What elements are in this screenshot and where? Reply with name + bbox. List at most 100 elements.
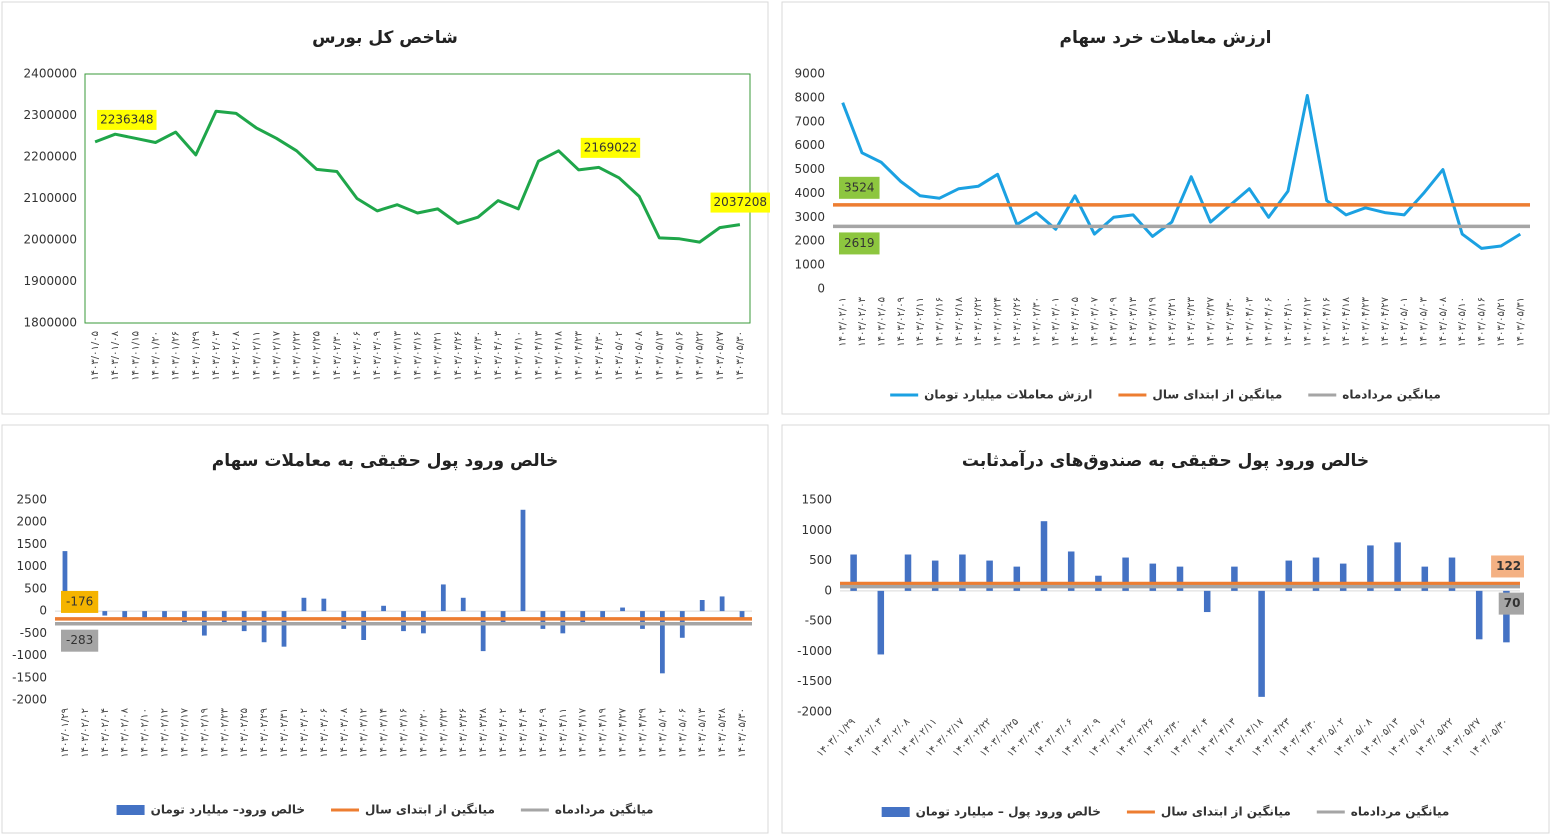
bar	[620, 607, 625, 612]
bar	[1421, 566, 1429, 591]
bar	[1149, 563, 1157, 591]
x-tick-label: ۱۴۰۳/۰۳/۲۶	[458, 708, 469, 758]
x-tick-label: ۱۴۰۳/۰۲/۱۱	[915, 297, 926, 347]
x-tick-label: ۱۴۰۳/۰۱/۲۶	[171, 331, 182, 381]
x-tick-label: ۱۴۰۳/۰۵/۲۲	[695, 331, 706, 381]
y-tick-label: 4000	[794, 186, 825, 200]
legend-label: میانگین مردادماه	[555, 803, 654, 817]
bar	[62, 551, 68, 612]
reference-label-box	[61, 590, 99, 613]
x-tick-label: ۱۴۰۳/۰۳/۰۷	[1089, 296, 1100, 346]
x-tick-label: ۱۴۰۳/۰۴/۰۶	[1264, 297, 1275, 347]
x-tick-label: ۱۴۰۳/۰۳/۰۶	[319, 708, 330, 758]
bar	[699, 600, 705, 612]
y-tick-label: -2000	[12, 693, 47, 707]
chart-title: شاخص کل بورس	[312, 28, 458, 48]
x-tick-label: ۱۴۰۳/۰۳/۲۳	[1186, 296, 1197, 346]
bar	[381, 605, 386, 612]
bar	[1067, 551, 1075, 591]
y-tick-label: 1500	[801, 493, 832, 507]
y-tick-label: 0	[824, 583, 832, 597]
x-tick-label: ۱۴۰۳/۰۴/۲۳	[1360, 296, 1371, 346]
bar	[600, 611, 606, 620]
y-tick-label: 0	[817, 282, 825, 296]
reference-label: 122	[1496, 559, 1521, 573]
y-tick-label: -1000	[797, 644, 832, 658]
x-tick-label: ۱۴۰۳/۰۵/۰۲	[657, 708, 668, 758]
x-tick-label: ۱۴۰۳/۰۴/۲۹	[637, 708, 648, 758]
reference-label-box	[1491, 555, 1524, 578]
y-tick-label: 8000	[794, 90, 825, 104]
x-tick-label: ۱۴۰۳/۰۴/۰۹	[538, 708, 549, 758]
x-tick-label: ۱۴۰۳/۰۳/۱۶	[399, 708, 410, 758]
bar	[931, 560, 939, 591]
bar	[1394, 542, 1401, 591]
x-tick-label: ۱۴۰۳/۰۱/۰۵	[90, 331, 101, 381]
bar	[500, 611, 506, 623]
x-tick-label: ۱۴۰۳/۰۳/۲۰	[418, 708, 429, 758]
y-tick-label: 1900000	[24, 274, 77, 288]
y-tick-label: -1500	[12, 670, 47, 684]
x-tick-label: ۱۴۰۳/۰۳/۲۸	[478, 707, 489, 757]
x-tick-label: ۱۴۰۳/۰۲/۱۸	[954, 296, 965, 346]
bar	[122, 611, 128, 618]
x-tick-label: ۱۴۰۳/۰۵/۳۰	[735, 331, 746, 381]
x-tick-label: ۱۴۰۳/۰۳/۳۰	[1225, 297, 1236, 347]
x-tick-label: ۱۴۰۳/۰۲/۲۳	[219, 707, 230, 757]
y-tick-label: 1000	[794, 258, 825, 272]
y-tick-label: 500	[809, 553, 832, 567]
reference-label: -176	[66, 594, 93, 608]
bar	[904, 554, 912, 591]
reference-label-box	[839, 176, 880, 199]
bar	[1013, 566, 1021, 591]
bar	[739, 611, 745, 620]
bar	[301, 597, 307, 612]
x-tick-label: ۱۴۰۳/۰۵/۳۰	[737, 708, 748, 758]
reference-label-box	[61, 629, 99, 652]
bar	[659, 611, 665, 674]
x-tick-label: ۱۴۰۳/۰۳/۳۰	[473, 331, 484, 381]
data-label: 2037208	[714, 195, 767, 209]
y-tick-label: 5000	[794, 162, 825, 176]
x-tick-label: ۱۴۰۳/۰۳/۲۷	[1206, 296, 1217, 346]
bar	[1312, 557, 1320, 591]
x-tick-label: ۱۴۰۳/۰۴/۱۸	[554, 330, 565, 380]
x-tick-label: ۱۴۰۳/۰۳/۰۲	[299, 708, 310, 758]
x-tick-label: ۱۴۰۳/۰۲/۲۶	[1012, 297, 1023, 347]
x-tick-label: ۱۴۰۳/۰۴/۲۳	[574, 330, 585, 380]
x-tick-label: ۱۴۰۳/۰۵/۳۱	[1515, 297, 1526, 347]
bar	[850, 554, 857, 591]
legend-swatch	[116, 805, 145, 815]
y-tick-label: 6000	[794, 138, 825, 152]
data-label-box	[97, 109, 157, 130]
x-tick-label: ۱۴۰۳/۰۴/۱۰	[1283, 297, 1294, 347]
y-tick-label: 3000	[794, 210, 825, 224]
x-tick-label: ۱۴۰۳/۰۵/۲۸	[717, 707, 728, 757]
x-tick-label: ۱۴۰۳/۰۲/۰۵	[876, 297, 887, 347]
bar	[1339, 563, 1347, 591]
legend-label: ارزش معاملات میلیارد تومان	[924, 388, 1092, 403]
bar	[401, 611, 406, 632]
y-tick-label: 2000	[794, 234, 825, 248]
x-tick-label: ۱۴۰۳/۰۱/۱۵	[130, 331, 141, 381]
x-tick-label: ۱۴۰۳/۰۴/۲۷	[618, 707, 629, 757]
data-label-box	[580, 137, 641, 158]
x-tick-label: ۱۴۰۳/۰۳/۰۱	[1051, 297, 1062, 347]
reference-label: 70	[1504, 596, 1521, 610]
x-tick-label: ۱۴۰۳/۰۴/۰۲	[498, 708, 509, 758]
x-tick-label: ۱۴۰۳/۰۳/۰۸	[339, 707, 350, 757]
x-tick-label: ۱۴۰۳/۰۲/۰۴	[100, 708, 111, 758]
y-tick-label: -1000	[12, 648, 47, 662]
x-tick-label: ۱۴۰۳/۰۳/۲۶	[453, 331, 464, 381]
y-tick-label: 2000000	[24, 233, 77, 247]
data-label: 2169022	[584, 140, 637, 154]
legend-label: میانگین از ابتدای سال	[1152, 388, 1282, 402]
x-tick-label: ۱۴۰۳/۰۲/۱۱	[251, 331, 262, 381]
x-tick-label: ۱۴۰۳/۰۳/۲۱	[1167, 297, 1178, 347]
y-tick-label: 1000	[16, 559, 47, 573]
x-tick-label: ۱۴۰۳/۰۴/۲۷	[1380, 296, 1391, 346]
data-label: 2236348	[100, 112, 153, 126]
x-tick-label: ۱۴۰۳/۰۴/۱۰	[513, 331, 524, 381]
x-tick-label: ۱۴۰۳/۰۳/۰۹	[1109, 297, 1120, 347]
